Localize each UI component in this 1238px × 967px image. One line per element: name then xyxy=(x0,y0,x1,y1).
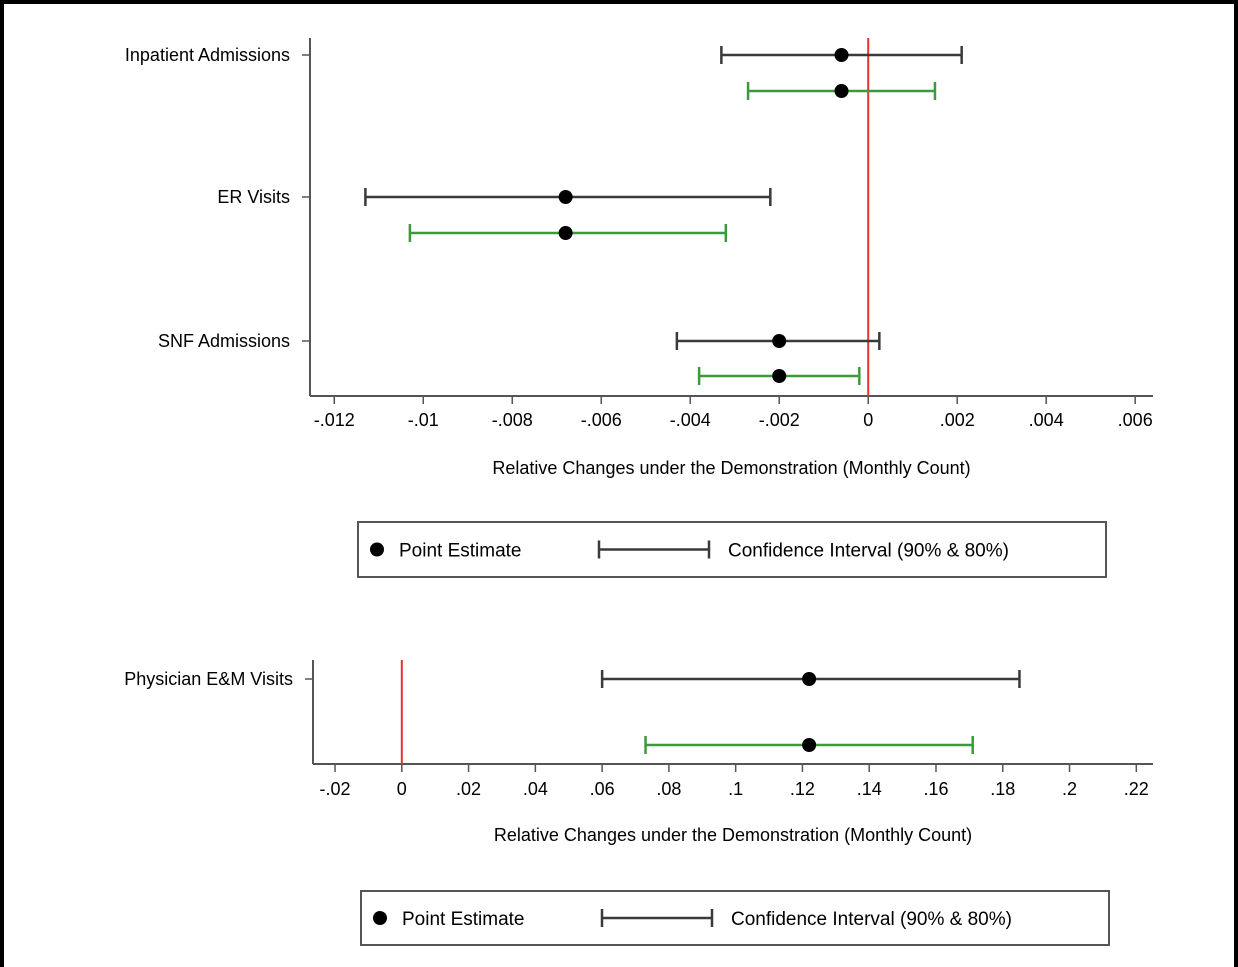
category-label: SNF Admissions xyxy=(158,331,290,351)
point-estimate xyxy=(802,672,817,686)
legend-point-marker xyxy=(373,911,387,925)
x-tick-label: .1 xyxy=(728,779,743,799)
category-label: Physician E&M Visits xyxy=(124,669,293,689)
point-estimate xyxy=(834,48,849,62)
chart-1: -.012 -.01 -.008 -.006 -.004 -.002 0 .002 .004 .0… xyxy=(125,38,1153,578)
category-label: Inpatient Admissions xyxy=(125,45,290,65)
legend-ci-label: Confidence Interval (90% & 80%) xyxy=(731,909,1012,930)
x-axis-title: Relative Changes under the Demonstration… xyxy=(492,458,970,478)
x-tick-label: .08 xyxy=(656,779,681,799)
x-tick-label: -.008 xyxy=(492,410,533,430)
chart-2: -.02 0 .02 .04 .06 .08 .1 .12 .14 .16 .18 .2 .22 Rela… xyxy=(124,660,1153,946)
x-tick-label: 0 xyxy=(863,410,873,430)
x-tick-label: .18 xyxy=(990,779,1015,799)
legend-point-marker xyxy=(370,542,384,557)
x-tick-label: .22 xyxy=(1124,779,1149,799)
x-tick-label: -.02 xyxy=(320,779,351,799)
legend-box xyxy=(357,521,1107,578)
x-tick-label: .12 xyxy=(790,779,815,799)
point-estimate xyxy=(558,226,573,240)
legend: Point Estimate Confidence Interval (90% &… xyxy=(357,521,1107,578)
legend-box xyxy=(360,890,1110,946)
legend-ci-label: Confidence Interval (90% & 80%) xyxy=(728,541,1009,562)
x-axis-title: Relative Changes under the Demonstration… xyxy=(494,825,972,845)
point-estimate xyxy=(772,334,787,348)
legend-point-label: Point Estimate xyxy=(402,909,525,930)
x-tick-label: -.012 xyxy=(314,410,355,430)
x-tick-label: -.004 xyxy=(670,410,711,430)
x-tick-label: .2 xyxy=(1062,779,1077,799)
legend: Point Estimate Confidence Interval (90% &… xyxy=(360,890,1110,946)
x-tick-label: 0 xyxy=(397,779,407,799)
x-tick-label: .02 xyxy=(456,779,481,799)
point-estimate xyxy=(802,738,817,752)
x-tick-label: .004 xyxy=(1029,410,1064,430)
x-tick-label: -.006 xyxy=(581,410,622,430)
point-estimate xyxy=(772,369,787,383)
category-label: ER Visits xyxy=(217,187,290,207)
x-tick-label: -.002 xyxy=(759,410,800,430)
x-tick-label: .16 xyxy=(923,779,948,799)
point-estimate xyxy=(558,190,573,204)
point-estimate xyxy=(834,84,849,98)
x-tick-label: .06 xyxy=(590,779,615,799)
x-tick-label: -.01 xyxy=(408,410,439,430)
x-tick-label: .006 xyxy=(1118,410,1153,430)
x-tick-label: .04 xyxy=(523,779,548,799)
x-tick-label: .14 xyxy=(857,779,882,799)
legend-point-label: Point Estimate xyxy=(399,541,522,562)
x-tick-label: .002 xyxy=(940,410,975,430)
